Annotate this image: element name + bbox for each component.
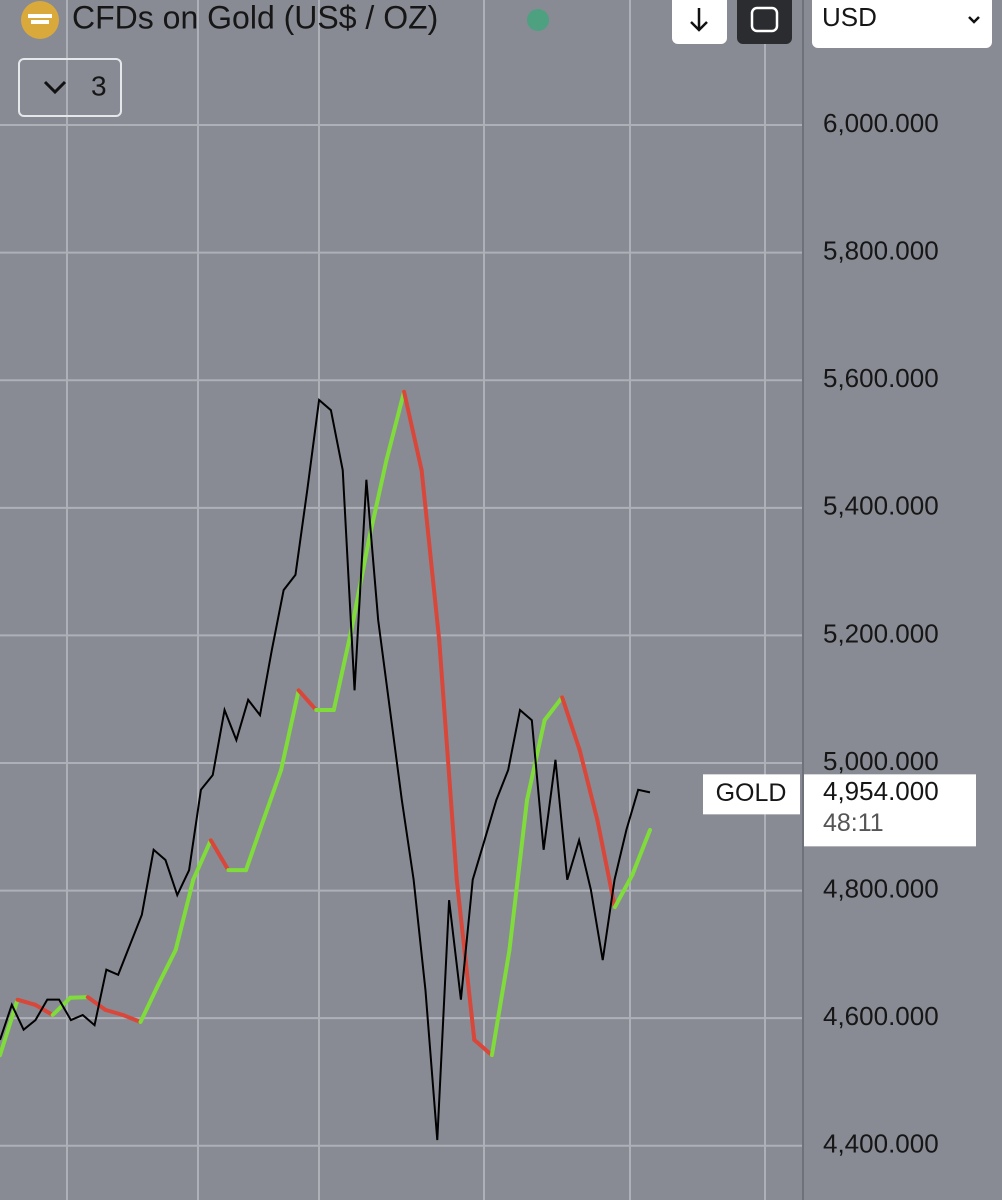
trend-segment [173, 877, 196, 952]
trend-segment [208, 838, 231, 873]
y-tick-label: 5,000.000 [823, 746, 939, 776]
trend-segment [85, 995, 108, 1012]
trend-segment [472, 1037, 494, 1058]
trend-segment [243, 817, 266, 873]
currency-select[interactable] [812, 0, 992, 48]
y-tick-label: 6,000.000 [823, 108, 939, 138]
download-icon [690, 8, 708, 32]
fullscreen-button[interactable] [737, 0, 792, 44]
y-tick-label: 5,200.000 [823, 618, 939, 648]
trend-segment [560, 695, 582, 753]
trend-segment [630, 827, 652, 877]
y-tick-label: 5,400.000 [823, 491, 939, 521]
trend-segment [279, 688, 301, 773]
last-price-marker: GOLD 4,954.000 48:11 [703, 774, 976, 847]
trend-segment [68, 995, 90, 1000]
trend-segment [103, 1007, 125, 1017]
trend-segment [542, 695, 565, 723]
y-tick-label: 5,600.000 [823, 363, 939, 393]
indicator-toggle[interactable] [18, 58, 122, 117]
trend-segment [577, 748, 600, 822]
trend-segment [507, 798, 530, 952]
trend-segment [437, 637, 459, 882]
symbol-box [703, 774, 800, 815]
y-tick-label: 4,800.000 [823, 873, 939, 903]
trend-segment [15, 997, 38, 1007]
trend-segment [191, 838, 213, 882]
price-line [0, 398, 651, 1141]
plot [0, 389, 652, 1141]
gold-icon-bar [28, 14, 52, 18]
trend-segment [366, 457, 389, 542]
last-price-label: 4,954.000 [823, 776, 939, 806]
dropdown-icon [968, 16, 980, 24]
y-tick-label: 4,600.000 [823, 1001, 939, 1031]
trend-segment [384, 389, 407, 462]
fullscreen-icon [750, 6, 779, 33]
trend-segment [261, 768, 284, 822]
symbol-label: GOLD [716, 779, 787, 807]
trend-segment [138, 983, 161, 1025]
countdown: 48:11 [823, 809, 884, 837]
trend-segment [402, 389, 424, 473]
currency-label: USD [822, 2, 877, 32]
trend-segment [489, 947, 512, 1058]
price-box [804, 774, 976, 847]
y-tick-label: 5,800.000 [823, 236, 939, 266]
chevron-icon [43, 80, 67, 95]
trend-segment [120, 1012, 143, 1025]
trend-segment [331, 628, 354, 713]
gold-icon-bar [31, 20, 49, 24]
trend-segment [612, 872, 635, 910]
vertical-grid [66, 0, 766, 1200]
trend-segment [156, 947, 178, 988]
trend-segment [50, 995, 73, 1017]
y-tick-label: 4,400.000 [823, 1129, 939, 1159]
trend-segment [33, 1002, 55, 1017]
y-axis: 4,400.000 4,600.000 4,800.000 5,000.000 5,20… [823, 108, 939, 1159]
chart-title: CFDs on Gold (US$ / OZ) [72, 0, 438, 35]
trend-segment [419, 468, 442, 642]
status-dot [527, 9, 549, 31]
trend-segment [296, 688, 319, 713]
indicator-count: 3 [91, 70, 107, 101]
